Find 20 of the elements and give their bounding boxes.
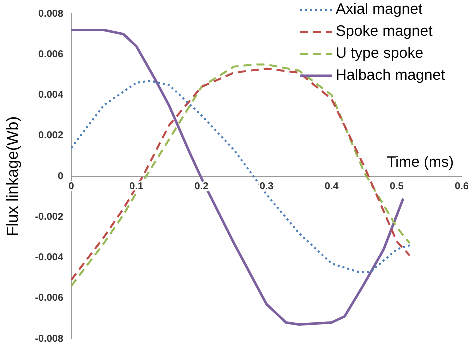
x-tick-label: 0.5 bbox=[390, 181, 404, 192]
y-tick-label: 0.008 bbox=[38, 8, 64, 20]
y-tick-label: 0.004 bbox=[38, 90, 64, 101]
x-tick-label: 0.4 bbox=[324, 181, 340, 192]
y-tick-label: 0.006 bbox=[38, 49, 64, 60]
x-tick-label: 0.3 bbox=[260, 181, 274, 192]
y-tick-label: -0.006 bbox=[35, 293, 64, 304]
y-tick-label: -0.008 bbox=[35, 334, 64, 345]
x-tick-label: 0 bbox=[68, 181, 75, 192]
legend-label: Axial magnet bbox=[336, 1, 424, 18]
y-axis-title: Flux linkage(Wb) bbox=[5, 116, 22, 237]
legend-label: Spoke magnet bbox=[336, 23, 434, 40]
y-tick-label: -0.002 bbox=[35, 212, 64, 223]
y-tick-label: 0.002 bbox=[38, 130, 64, 142]
x-axis-title: Time (ms) bbox=[387, 154, 454, 172]
y-tick-label: -0.004 bbox=[35, 252, 64, 264]
legend-label: U type spoke bbox=[336, 45, 424, 62]
legend-label: Halbach magnet bbox=[336, 67, 446, 84]
y-tick-label: 0 bbox=[58, 171, 64, 182]
x-tick-label: 0.6 bbox=[455, 181, 470, 192]
